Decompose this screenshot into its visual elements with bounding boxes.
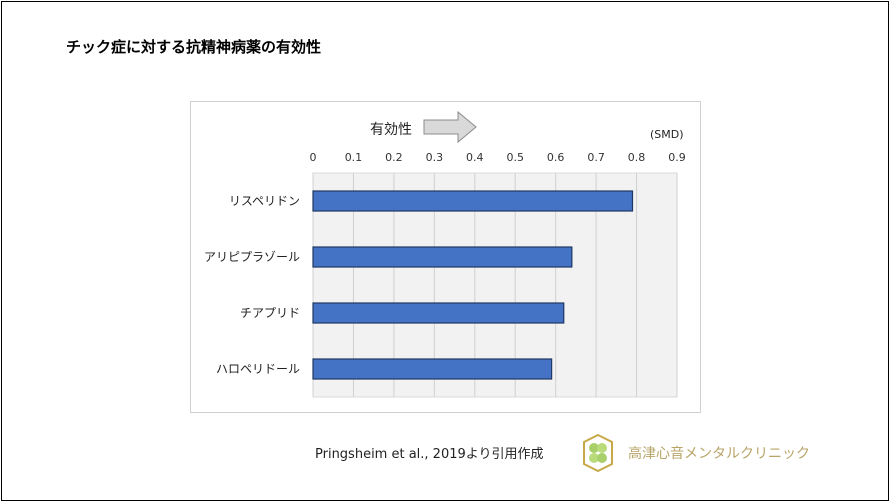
- bar: [312, 190, 634, 212]
- bar: [312, 302, 565, 324]
- category-label: ハロペリドール: [216, 362, 300, 376]
- annotation-label: 有効性: [370, 122, 412, 138]
- bar: [312, 246, 573, 268]
- source-citation: Pringsheim et al., 2019より引用作成: [315, 447, 544, 462]
- category-label: リスペリドン: [229, 194, 300, 208]
- x-tick-label: 0.1: [345, 151, 363, 164]
- bar: [312, 358, 553, 380]
- clinic-name: 高津心音メンタルクリニック: [628, 446, 810, 462]
- x-tick-label: 0.3: [426, 151, 444, 164]
- arrow-icon: [423, 110, 477, 144]
- slide-title: チック症に対する抗精神病薬の有効性: [66, 38, 322, 56]
- clinic-logo-icon: [583, 433, 613, 473]
- x-tick-label: 0.6: [547, 151, 565, 164]
- x-tick-label: 0.4: [466, 151, 484, 164]
- unit-label: (SMD): [650, 128, 684, 141]
- x-tick-label: 0.8: [628, 151, 646, 164]
- category-label: アリピプラゾール: [204, 250, 300, 264]
- x-tick-label: 0.9: [668, 151, 686, 164]
- x-tick-label: 0.2: [385, 151, 403, 164]
- x-tick-label: 0: [310, 151, 317, 164]
- x-tick-label: 0.5: [506, 151, 524, 164]
- category-label: チアプリド: [240, 306, 300, 320]
- x-tick-label: 0.7: [587, 151, 605, 164]
